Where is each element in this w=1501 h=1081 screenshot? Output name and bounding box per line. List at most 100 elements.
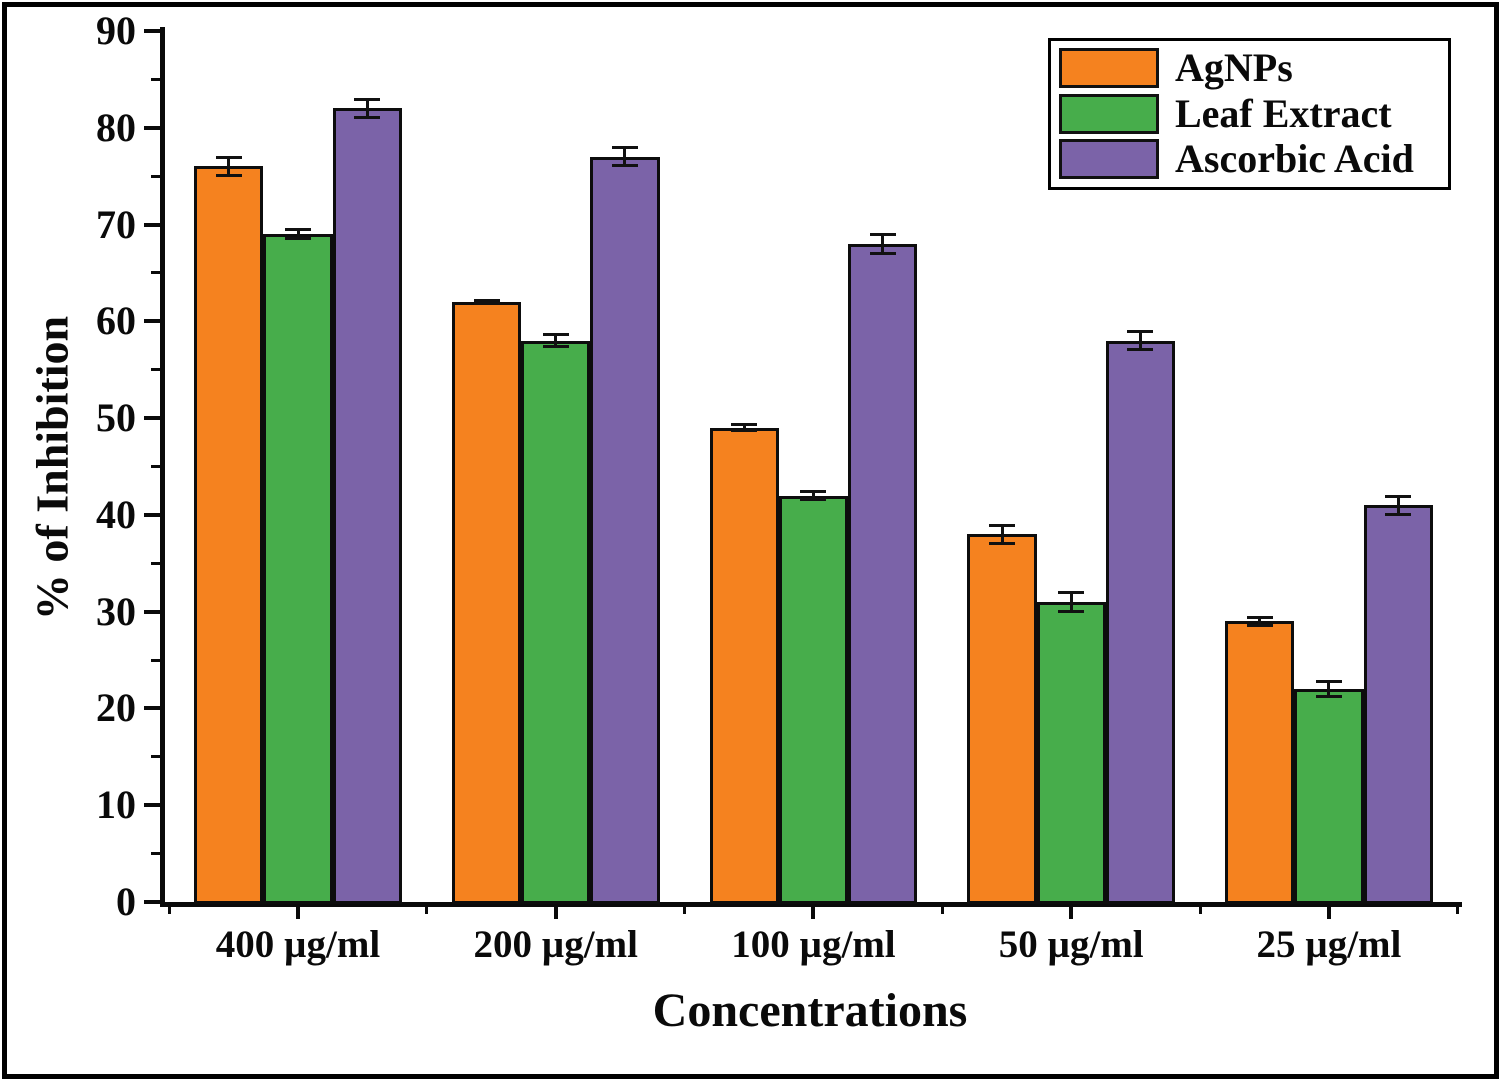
bar-leaf-extract [778, 495, 849, 904]
error-bar-cap-bottom [215, 174, 242, 178]
error-bar-line [811, 490, 815, 501]
x-category-label: 200 µg/ml [473, 923, 638, 966]
y-axis-spine [160, 27, 165, 907]
y-minor-tick [151, 77, 160, 81]
bar-agnps [451, 301, 522, 904]
x-major-tick [296, 907, 300, 919]
legend-swatch-ascorbic-acid [1059, 139, 1159, 179]
y-major-tick [144, 125, 160, 130]
y-major-tick [144, 29, 160, 33]
bar-leaf-extract [521, 340, 591, 904]
legend: AgNPs Leaf Extract Ascorbic Acid [1048, 38, 1451, 190]
y-tick-label: 10 [96, 782, 136, 828]
y-major-tick [144, 416, 160, 421]
x-minor-tick [1456, 907, 1460, 914]
x-minor-tick [425, 907, 429, 914]
error-bar-line [1258, 616, 1262, 627]
x-category-label: 25 µg/ml [1256, 923, 1402, 966]
error-bar-line [554, 333, 558, 348]
error-bar-line [296, 229, 300, 240]
error-bar-cap-top [989, 523, 1016, 527]
error-bar-line [1000, 524, 1004, 544]
error-bar-cap-top [1385, 494, 1412, 498]
error-bar-cap-top [1246, 615, 1273, 619]
error-bar-line [1396, 495, 1400, 515]
legend-item-leaf-extract: Leaf Extract [1059, 90, 1440, 136]
legend-swatch-leaf-extract [1059, 93, 1159, 134]
y-minor-tick [151, 465, 160, 468]
bar-ascorbic-acid [1363, 505, 1433, 904]
error-bar-cap-bottom [800, 498, 827, 502]
bar-ascorbic-acid [1105, 340, 1175, 904]
x-major-tick [1326, 907, 1331, 919]
bar-agnps [1225, 621, 1295, 904]
y-tick-label: 90 [96, 8, 136, 53]
error-bar-cap-top [1315, 680, 1342, 684]
bar-leaf-extract [1294, 689, 1364, 904]
y-minor-tick [151, 271, 160, 275]
y-minor-tick [151, 852, 160, 856]
y-major-tick [144, 319, 160, 324]
error-bar-cap-bottom [473, 302, 500, 306]
x-major-tick [811, 907, 816, 919]
y-tick-label: 50 [96, 395, 136, 441]
x-category-label: 400 µg/ml [215, 923, 381, 966]
x-minor-tick [940, 907, 944, 914]
x-category-label: 100 µg/ml [731, 923, 896, 966]
bar-ascorbic-acid [332, 108, 402, 904]
error-bar-cap-top [473, 298, 500, 302]
y-minor-tick [151, 755, 160, 759]
x-major-tick [553, 907, 558, 919]
x-minor-tick [167, 907, 171, 914]
error-bar-cap-top [542, 332, 569, 336]
x-minor-tick [683, 907, 687, 914]
y-major-tick [144, 222, 160, 227]
error-bar-cap-bottom [542, 345, 569, 349]
y-major-tick [144, 512, 160, 517]
y-axis-title: % of Inhibition [26, 315, 78, 621]
x-axis-title: Concentrations [652, 984, 968, 1037]
error-bar-cap-bottom [731, 429, 758, 433]
legend-label-ascorbic-acid: Ascorbic Acid [1175, 136, 1414, 181]
error-bar-line [623, 147, 627, 167]
y-major-tick [144, 609, 160, 614]
error-bar-cap-bottom [611, 164, 638, 168]
y-minor-tick [151, 174, 160, 178]
error-bar-line [227, 156, 231, 177]
x-major-tick [1069, 907, 1074, 919]
error-bar-line [1138, 331, 1142, 351]
y-tick-label: 80 [96, 104, 136, 150]
bar-ascorbic-acid [590, 156, 660, 904]
y-tick-label: 20 [96, 685, 136, 731]
y-tick-label: 40 [96, 491, 136, 537]
x-category-label: 50 µg/ml [998, 923, 1144, 966]
error-bar-line [1069, 592, 1073, 612]
error-bar-cap-top [1058, 591, 1085, 595]
legend-label-agnps: AgNPs [1175, 45, 1293, 90]
legend-item-ascorbic-acid: Ascorbic Acid [1059, 138, 1440, 180]
error-bar-cap-top [1127, 330, 1154, 333]
error-bar-cap-top [215, 155, 242, 159]
error-bar-cap-bottom [1246, 624, 1273, 628]
legend-swatch-agnps [1059, 48, 1159, 88]
bar-leaf-extract [263, 234, 333, 904]
y-minor-tick [151, 368, 160, 372]
y-major-tick [144, 803, 160, 808]
y-major-tick [144, 900, 160, 904]
error-bar-line [365, 98, 369, 119]
error-bar-cap-top [731, 423, 758, 427]
bar-agnps [194, 166, 264, 904]
error-bar-cap-bottom [1315, 694, 1342, 698]
error-bar-line [881, 234, 885, 254]
bar-agnps [967, 534, 1037, 904]
bar-leaf-extract [1036, 601, 1106, 904]
legend-item-agnps: AgNPs [1059, 47, 1440, 89]
error-bar-cap-bottom [285, 237, 311, 241]
y-minor-tick [151, 561, 160, 565]
x-minor-tick [1198, 907, 1202, 914]
error-bar-cap-top [611, 146, 638, 150]
legend-label-leaf-extract: Leaf Extract [1175, 90, 1392, 136]
error-bar-cap-top [800, 489, 827, 493]
y-major-tick [144, 706, 160, 711]
